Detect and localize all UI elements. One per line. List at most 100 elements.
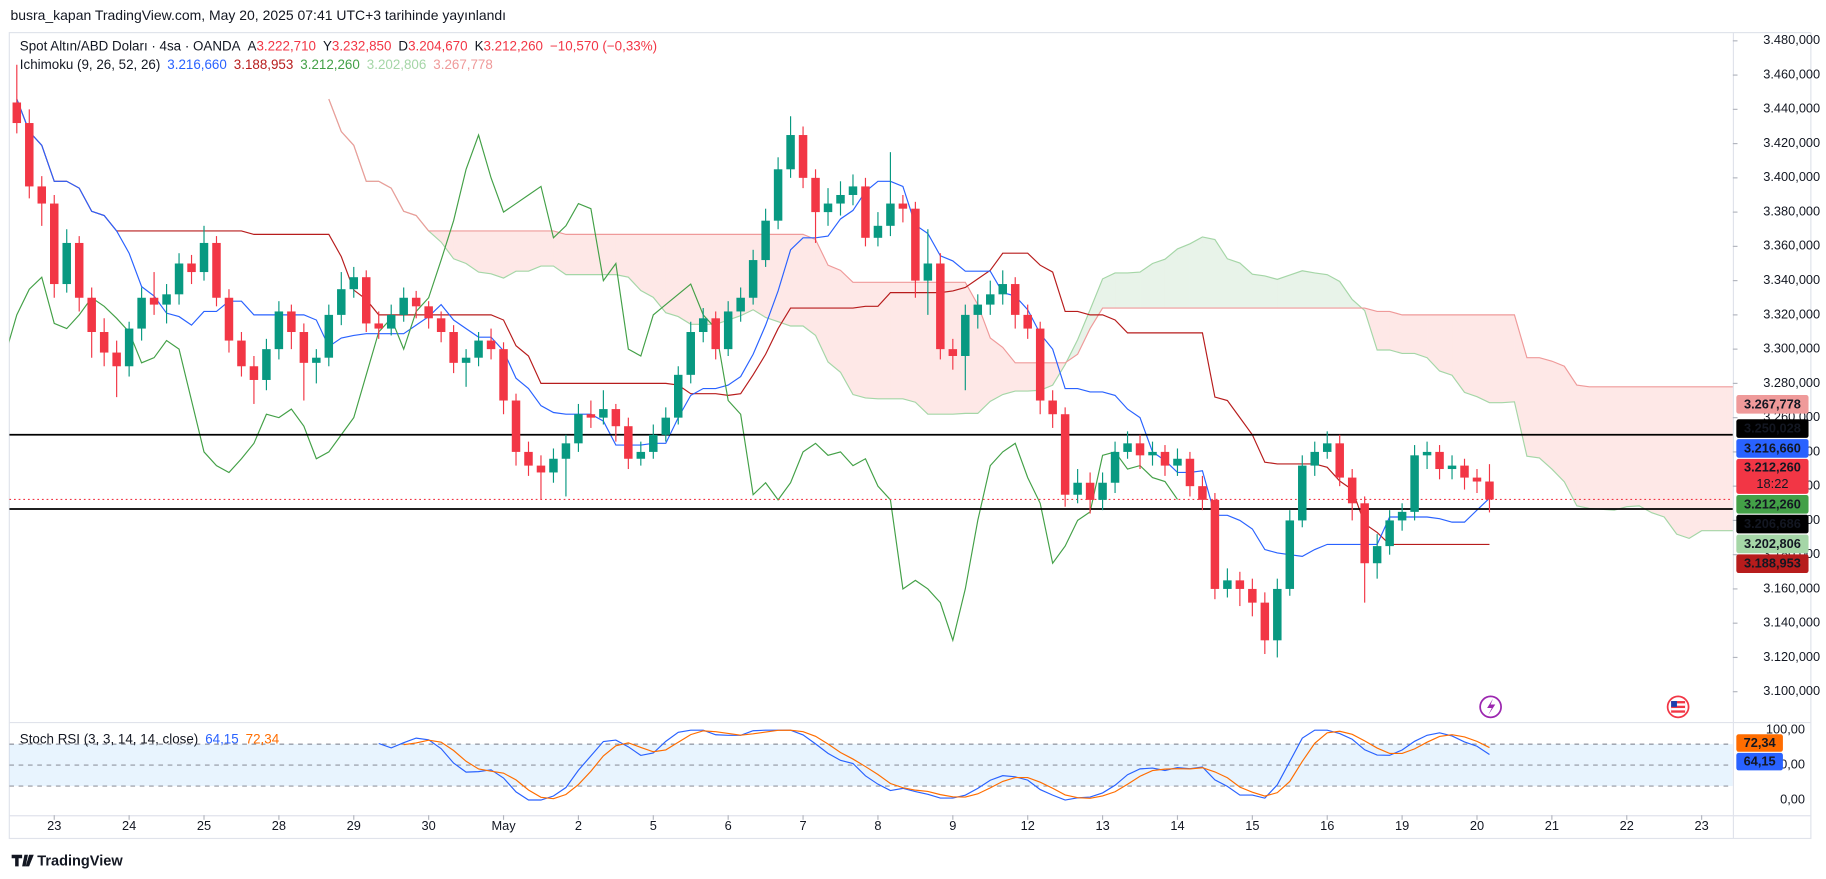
x-tick-label: 29 (347, 818, 361, 833)
candle-body (624, 426, 633, 459)
candle-body (1085, 482, 1095, 500)
price-badge-label: 3.267,778 (1744, 396, 1801, 411)
y-tick-label: 3.400,000 (1763, 169, 1820, 184)
cloud-segment (1427, 314, 1440, 371)
candle-body (1135, 443, 1145, 456)
change: −10,570 (−0,33%) (550, 38, 657, 53)
x-tick-label: 14 (1170, 818, 1184, 833)
price-badge (1736, 419, 1809, 438)
cloud-segment (628, 234, 641, 291)
price-badge (1736, 534, 1809, 554)
candle-body (499, 349, 508, 401)
candle-body (1160, 451, 1170, 466)
candles (12, 64, 1494, 658)
x-tick-label: 21 (1545, 818, 1559, 833)
candle-body (923, 263, 933, 281)
cloud-segment (1626, 386, 1640, 507)
candle-body (99, 332, 109, 353)
candle-body (62, 242, 71, 285)
candle-body (12, 102, 22, 124)
y-tick-label: 3.340,000 (1763, 272, 1820, 287)
cloud-segment (1189, 236, 1203, 309)
leading-span-b (328, 98, 1733, 388)
candle-body (636, 451, 646, 459)
y-tick-label: 3.300,000 (1763, 341, 1820, 356)
price-badge-label: 3.212,260 (1744, 460, 1801, 475)
cloud-segment (540, 230, 554, 267)
x-tick-label: 22 (1620, 818, 1634, 833)
flag-icon[interactable] (1666, 695, 1690, 719)
stoch-k-value: 64,15 (205, 731, 238, 746)
candle-body (823, 203, 833, 213)
candle-body (299, 332, 309, 363)
ohlc-key: A (248, 38, 257, 53)
x-tick-label: 23 (47, 818, 61, 833)
candle-body (374, 323, 383, 329)
y-tick-label: 3.480,000 (1763, 32, 1820, 47)
x-tick-label: 23 (1695, 818, 1709, 833)
y-tick-label: 3.320,000 (1763, 306, 1820, 321)
candle-body (1397, 511, 1407, 521)
price-badge (1736, 494, 1809, 514)
cloud-segment (1090, 278, 1103, 329)
candle-body (1298, 465, 1307, 521)
candle-body (886, 203, 895, 226)
stoch-k (378, 729, 1490, 801)
candle-body (674, 374, 683, 418)
x-tick-label: 13 (1095, 818, 1109, 833)
footer-logo: TradingView (11, 854, 123, 870)
ohlc-value: 3.232,850 (332, 38, 392, 53)
cloud-segment (503, 230, 517, 279)
candle-body (998, 284, 1007, 295)
candle-body (898, 203, 908, 209)
y-tick-label: 3.440,000 (1763, 101, 1820, 116)
x-tick-label: 19 (1395, 818, 1409, 833)
candle-body (112, 352, 121, 367)
candle-body (1110, 451, 1120, 483)
cloud-segment (1714, 386, 1727, 531)
x-tick-label: 7 (799, 818, 806, 833)
candle-body (961, 314, 970, 356)
candle-body (212, 242, 221, 298)
event-icon[interactable] (1479, 695, 1502, 719)
cloud-segment (1551, 361, 1565, 482)
cloud-segment (1015, 362, 1028, 392)
candle-body (973, 304, 983, 315)
candle-body (162, 294, 171, 305)
stoch-badge-label: 64,15 (1744, 754, 1776, 769)
y-tick-label: 3.120,000 (1763, 649, 1820, 664)
x-tick-label: 8 (874, 818, 881, 833)
candle-body (1435, 451, 1444, 470)
price-badge (1736, 395, 1809, 414)
cloud-segment (1314, 272, 1328, 309)
cloud-segment (466, 230, 479, 273)
legend: Spot Altın/ABD Doları · 4sa · OANDA A3.22… (20, 38, 657, 746)
candle-body (1248, 588, 1257, 603)
price-countdown: 18:22 (1756, 476, 1788, 491)
price-badge-label: 3.212,260 (1744, 496, 1801, 511)
x-tick-label: 15 (1245, 818, 1259, 833)
price-badge (1736, 554, 1809, 574)
cloud-segment (1202, 236, 1215, 309)
candle-body (1410, 455, 1419, 512)
candle-body (199, 242, 209, 273)
candle-body (761, 220, 770, 261)
candle-body (224, 297, 234, 341)
ichimoku-value: 3.267,778 (433, 57, 493, 72)
stoch-badge (1736, 752, 1783, 771)
ichimoku-legend: Ichimoku (9, 26, 52, 26) 3.216,660 3.188,9… (20, 57, 493, 72)
cloud-segment (678, 234, 691, 325)
candle-body (1048, 400, 1057, 415)
candle-body (1285, 520, 1295, 589)
candle-body (511, 400, 521, 452)
candle-body (1173, 458, 1182, 466)
cloud-segment (840, 270, 853, 395)
ohlc-key: Y (323, 38, 332, 53)
candle-body (449, 332, 458, 363)
x-tick-label: 28 (272, 818, 286, 833)
cloud-segment (1252, 274, 1265, 309)
candle-body (237, 340, 246, 367)
candle-body (686, 332, 695, 375)
candle-body (1472, 477, 1482, 482)
